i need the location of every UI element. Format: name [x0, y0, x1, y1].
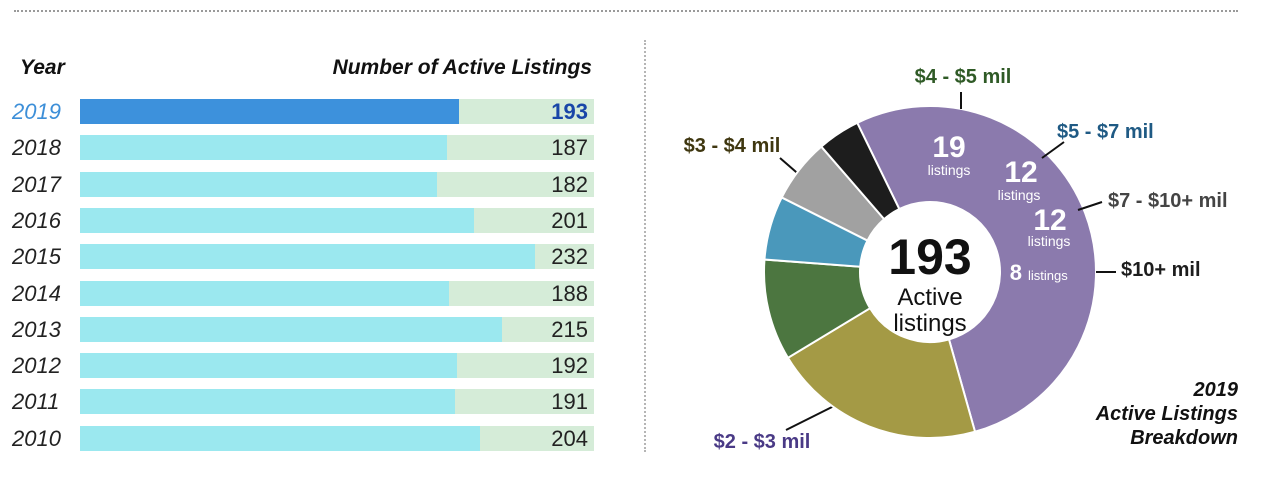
bar-track-2019: 193 — [80, 99, 594, 124]
bar-row-2015: 2015 232 — [0, 242, 640, 272]
slice-label-4-5-mil: $4 - $5 mil — [915, 66, 1012, 88]
bar-row-2014: 2014 188 — [0, 279, 640, 309]
breakdown-title-text: 2019 Active Listings Breakdown — [1095, 379, 1238, 449]
bar-row-2012: 2012 192 — [0, 351, 640, 381]
bar-track-2018: 187 — [80, 135, 594, 161]
bar-row-2011: 2011 191 — [0, 387, 640, 417]
bar-value-2013: 215 — [551, 316, 588, 342]
slice-label-2-3-mil: $2 - $3 mil — [714, 431, 811, 453]
slice-unit-10-mil: listings — [1028, 268, 1068, 283]
slice-label-5-7-mil: $5 - $7 mil — [1057, 121, 1154, 143]
bar-value-2011: 191 — [551, 389, 588, 415]
breakdown-title: 2019 Active Listings Breakdown — [1096, 378, 1238, 450]
slice-value-5-7-mil: 12 — [1004, 156, 1037, 189]
bar-value-2016: 201 — [551, 207, 588, 233]
year-label-2012: 2012 — [12, 353, 61, 379]
slice-label-3-4-mil: $3 - $4 mil — [684, 135, 781, 157]
bar-row-2016: 2016 201 — [0, 206, 640, 236]
bar-2016 — [80, 207, 475, 233]
bar-2014 — [80, 280, 449, 306]
leader-line-2-3-mil — [785, 402, 841, 431]
bar-track-2010: 204 — [80, 425, 594, 451]
slice-unit-5-7-mil: listings — [998, 187, 1041, 203]
slice-value-4-5-mil: 19 — [932, 131, 965, 164]
year-label-2010: 2010 — [12, 425, 61, 451]
year-label-2014: 2014 — [12, 280, 61, 306]
bar-2015 — [80, 244, 536, 270]
bar-2018 — [80, 135, 447, 161]
year-label-2018: 2018 — [12, 135, 61, 161]
bar-track-2015: 232 — [80, 244, 594, 270]
year-label-2019: 2019 — [12, 99, 61, 124]
bar-2019 — [80, 99, 459, 124]
year-label-2017: 2017 — [12, 171, 61, 197]
bar-2017 — [80, 171, 438, 197]
bar-2011 — [80, 389, 455, 415]
center-label-line1: Active — [897, 284, 962, 311]
leader-line-5-7-mil — [1041, 141, 1065, 159]
bar-row-2019: 2019 193 — [0, 97, 640, 127]
bar-2012 — [80, 353, 457, 379]
bar-row-2013: 2013 215 — [0, 315, 640, 345]
year-label-2016: 2016 — [12, 207, 61, 233]
top-dotted-rule — [14, 10, 1238, 12]
bar-row-2018: 2018 187 — [0, 133, 640, 163]
bar-value-2015: 232 — [551, 244, 588, 270]
bar-row-2017: 2017 182 — [0, 170, 640, 200]
bar-track-2013: 215 — [80, 316, 594, 342]
donut-center — [860, 202, 1000, 342]
slice-value-10-mil: 8 — [1010, 260, 1022, 285]
count-axis-label: Number of Active Listings — [332, 56, 592, 79]
bar-track-2017: 182 — [80, 171, 594, 197]
bar-2013 — [80, 316, 502, 342]
year-label-2013: 2013 — [12, 316, 61, 342]
bar-value-2018: 187 — [551, 135, 588, 161]
panel-divider — [644, 40, 646, 452]
bar-track-2011: 191 — [80, 389, 594, 415]
slice-label-10-mil: $10+ mil — [1121, 259, 1201, 281]
center-label-line2: listings — [893, 310, 966, 337]
slice-label-7-10-mil: $7 - $10+ mil — [1108, 190, 1228, 212]
bar-row-2010: 2010 204 — [0, 424, 640, 454]
leader-line-7-10-mil — [1077, 201, 1103, 211]
bar-track-2014: 188 — [80, 280, 594, 306]
bar-value-2014: 188 — [551, 280, 588, 306]
bar-value-2019: 193 — [551, 99, 588, 124]
slice-unit-7-10-mil: listings — [1028, 233, 1071, 249]
year-axis-label: Year — [20, 56, 65, 79]
bar-2010 — [80, 425, 481, 451]
bar-track-2012: 192 — [80, 353, 594, 379]
slice-unit-4-5-mil: listings — [928, 162, 971, 178]
bar-value-2017: 182 — [551, 171, 588, 197]
center-total: 193 — [888, 229, 971, 285]
bar-value-2010: 204 — [551, 425, 588, 451]
slice-value-7-10-mil: 12 — [1033, 204, 1066, 237]
listings-donut-chart: 102listings$2 - $3 mil40listings$3 - $4 … — [684, 66, 1228, 453]
year-label-2011: 2011 — [12, 389, 60, 415]
bar-value-2012: 192 — [551, 353, 588, 379]
bar-track-2016: 201 — [80, 207, 594, 233]
year-label-2015: 2015 — [12, 244, 61, 270]
